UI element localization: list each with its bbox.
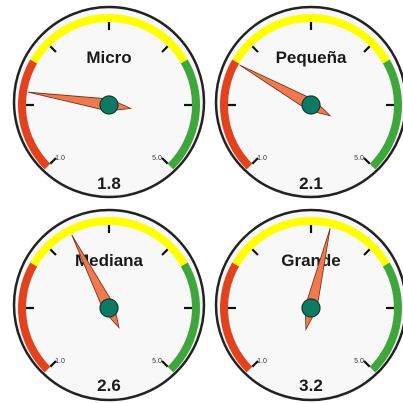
gauge-band-mid bbox=[30, 217, 188, 267]
gauge-tick-mark bbox=[49, 157, 57, 165]
gauge-hub bbox=[99, 95, 119, 115]
gauge-band-low bbox=[18, 262, 51, 373]
gauge-max-label: 5.0 bbox=[152, 155, 162, 162]
gauge-ticks bbox=[228, 22, 394, 165]
gauge-pequena: Pequeña 1.0 5.0 2.1 bbox=[214, 5, 403, 199]
gauge-title: Pequeña bbox=[276, 48, 347, 67]
gauge-tick-mark bbox=[363, 360, 371, 368]
gauge-band-high bbox=[369, 59, 402, 170]
gauge-tick-mark bbox=[161, 157, 169, 165]
gauge-title: Mediana bbox=[75, 251, 144, 270]
gauge-band-mid bbox=[232, 14, 390, 64]
gauge-tick-mark bbox=[49, 45, 57, 53]
gauge-band-low bbox=[18, 59, 51, 170]
gauge-band-low bbox=[220, 59, 253, 170]
gauge-ticks bbox=[26, 225, 192, 368]
gauge-hub bbox=[301, 298, 321, 318]
gauge-min-label: 1.0 bbox=[257, 358, 267, 365]
gauge-band-mid bbox=[232, 217, 390, 267]
gauge-value: 2.1 bbox=[299, 174, 323, 193]
gauge-min-label: 1.0 bbox=[257, 155, 267, 162]
gauge-band-high bbox=[167, 262, 200, 373]
gauge-band-high bbox=[167, 59, 200, 170]
gauge-mediana: Mediana 1.0 5.0 2.6 bbox=[12, 208, 206, 402]
gauge-tick-mark bbox=[251, 45, 259, 53]
gauge-band-high bbox=[369, 262, 402, 373]
gauge-tick-mark bbox=[251, 360, 259, 368]
gauge-tick-mark bbox=[363, 248, 371, 256]
gauge-tick-mark bbox=[363, 45, 371, 53]
gauge-min-label: 1.0 bbox=[55, 358, 65, 365]
gauge-tick-mark bbox=[161, 248, 169, 256]
gauge-ticks bbox=[228, 225, 394, 368]
gauge-ticks bbox=[26, 22, 192, 165]
gauge-title: Micro bbox=[86, 48, 131, 67]
gauge-tick-mark bbox=[251, 248, 259, 256]
gauge-micro: Micro 1.0 5.0 1.8 bbox=[12, 5, 206, 199]
gauge-tick-mark bbox=[49, 360, 57, 368]
gauge-tick-mark bbox=[251, 157, 259, 165]
gauge-value: 2.6 bbox=[97, 376, 121, 395]
gauge-hub bbox=[99, 298, 119, 318]
gauge-min-label: 1.0 bbox=[55, 155, 65, 162]
gauge-grande: Grande 1.0 5.0 3.2 bbox=[214, 208, 403, 402]
gauge-title: Grande bbox=[281, 251, 341, 270]
gauge-value: 3.2 bbox=[299, 376, 323, 395]
gauge-band-mid bbox=[30, 14, 188, 64]
gauge-max-label: 5.0 bbox=[354, 155, 364, 162]
gauge-max-label: 5.0 bbox=[152, 358, 162, 365]
gauge-tick-mark bbox=[161, 360, 169, 368]
gauge-hub bbox=[301, 95, 321, 115]
gauge-tick-mark bbox=[49, 248, 57, 256]
gauge-max-label: 5.0 bbox=[354, 358, 364, 365]
gauge-tick-mark bbox=[161, 45, 169, 53]
gauge-band-low bbox=[220, 262, 253, 373]
gauge-value: 1.8 bbox=[97, 174, 121, 193]
gauge-tick-mark bbox=[363, 157, 371, 165]
